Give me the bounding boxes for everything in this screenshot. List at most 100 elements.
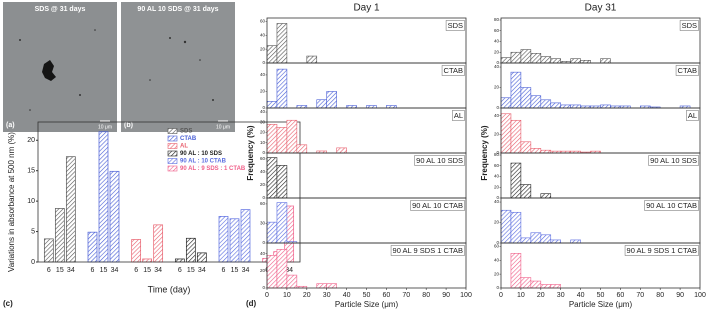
bar (174, 258, 185, 263)
histogram-bar (276, 202, 288, 244)
x-axis-label: Time (day) (148, 284, 191, 294)
x-tick-label: 70 (402, 292, 410, 299)
label-box (686, 110, 699, 121)
legend-swatch (167, 128, 178, 134)
bar (185, 237, 196, 263)
scale-bar-label: 10 μm (98, 124, 112, 130)
panel-label: 90 AL 10 SDS (416, 156, 463, 165)
y-tick-label: 40 (494, 174, 500, 179)
panel-label: AL (688, 111, 697, 120)
y-tick-label: 40 (494, 199, 500, 204)
x-tick-label: 34 (111, 267, 119, 274)
histogram-bar (530, 148, 542, 154)
column-title: Day 1 (353, 3, 380, 14)
histogram-bar (306, 55, 318, 64)
y-tick-label: 20 (260, 89, 266, 94)
label-box (414, 155, 465, 166)
x-tick-label: 34 (198, 267, 206, 274)
histogram-bar (580, 60, 591, 64)
histogram-bar (510, 71, 522, 109)
histogram-bar (530, 53, 542, 64)
y-axis-label: Frequency (%) (480, 125, 489, 180)
x-tick-label: 90 (442, 292, 450, 299)
histogram-bar (336, 147, 347, 154)
y-tick-label: 40 (260, 169, 266, 174)
histogram-bar (510, 119, 522, 154)
label-box (452, 110, 465, 121)
x-tick-label: 15 (56, 267, 64, 274)
image-label: (a) (6, 122, 15, 129)
histogram-bar (540, 56, 552, 64)
y-tick-label: 10 (260, 140, 266, 145)
x-tick-label: 6 (134, 267, 138, 274)
y-tick-label: 0 (262, 150, 265, 155)
x-tick-label: 15 (187, 267, 195, 274)
bar (65, 156, 76, 263)
histogram-bar (286, 119, 298, 154)
y-tick-label: 0 (31, 259, 35, 266)
y-tick-label: 20 (494, 271, 500, 276)
legend-label: AL (180, 144, 188, 150)
micrograph: SDS @ 31 days (a) 10 μm (3, 2, 117, 132)
histogram-bar (510, 211, 522, 244)
legend-swatch (167, 135, 178, 142)
bar (196, 252, 207, 263)
x-tick-label: 6 (222, 267, 226, 274)
bar (153, 224, 164, 263)
x-tick-label: 20 (303, 292, 311, 299)
y-tick-label: 20 (260, 46, 266, 51)
x-tick-label: 90 (676, 292, 684, 299)
y-tick-label: 0 (496, 105, 499, 110)
x-tick-label: 10 (517, 292, 525, 299)
panel-label: SDS (448, 21, 463, 30)
histogram-bar (266, 124, 278, 154)
image-label: (b) (124, 122, 133, 129)
y-tick-label: 0 (262, 240, 265, 245)
y-tick-label: 20 (27, 137, 35, 144)
label-box (445, 20, 465, 31)
histogram-bar (540, 99, 552, 109)
y-tick-label: 40 (260, 109, 266, 114)
panel-label: 90 AL 10 CTAB (412, 201, 463, 210)
y-tick-label: 40 (494, 113, 500, 118)
x-tick-label: 34 (242, 267, 250, 274)
column-title: Day 31 (585, 3, 617, 14)
y-tick-label: 20 (260, 268, 266, 273)
y-tick-label: 0 (496, 285, 499, 290)
x-tick-label: 80 (656, 292, 664, 299)
x-tick-label: 70 (636, 292, 644, 299)
y-tick-label: 0 (262, 285, 265, 290)
histogram-bar (266, 101, 278, 109)
x-axis-label: Particle Size (μm) (569, 300, 633, 309)
histogram-bar (326, 283, 337, 289)
y-axis-label: Variations in absorbance at 500 nm (%) (7, 132, 16, 272)
histogram-bar (560, 104, 571, 109)
y-tick-label: 30 (260, 221, 266, 226)
y-tick-label: 40 (260, 72, 266, 77)
y-tick-label: 60 (260, 19, 266, 24)
histogram-bar (550, 239, 561, 244)
panel-frame (266, 62, 467, 109)
panel-label: SDS (682, 21, 697, 30)
x-tick-label: 6 (91, 267, 95, 274)
panel-label: AL (454, 111, 463, 120)
bar (43, 238, 54, 263)
histogram-bar (520, 184, 532, 199)
histogram-bar (600, 104, 611, 109)
y-tick-label: 60 (494, 28, 500, 33)
histogram-bar (570, 104, 581, 109)
histogram-bar (530, 232, 542, 244)
histogram-bar (266, 221, 278, 244)
histogram-bar (550, 284, 561, 289)
panel-label: (c) (3, 299, 13, 308)
histogram-bar (520, 237, 532, 244)
y-tick-label: 30 (260, 119, 266, 124)
bar (109, 170, 120, 263)
histogram-bar (276, 165, 288, 199)
y-tick-label: 40 (260, 32, 266, 37)
histogram-bar (500, 113, 512, 154)
histogram-bar (500, 57, 512, 64)
legend-label: 90 AL : 10 CTAB (180, 159, 227, 165)
label-box (679, 20, 699, 31)
x-tick-label: 40 (577, 292, 585, 299)
